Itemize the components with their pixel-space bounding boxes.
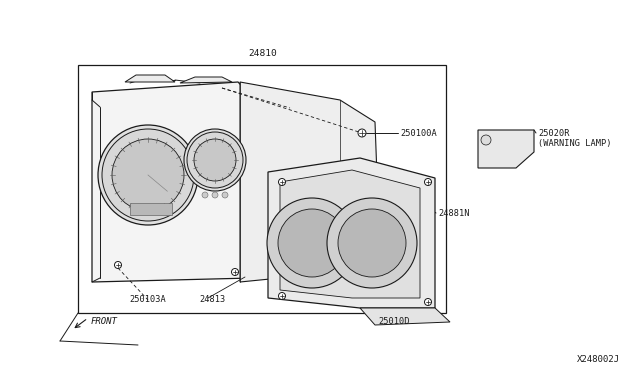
- Text: 250100A: 250100A: [400, 128, 436, 138]
- Circle shape: [318, 189, 326, 197]
- Circle shape: [267, 198, 357, 288]
- Polygon shape: [180, 77, 232, 83]
- Text: 24810: 24810: [248, 48, 277, 58]
- Circle shape: [222, 192, 228, 198]
- Circle shape: [98, 125, 198, 225]
- Circle shape: [232, 269, 239, 276]
- Circle shape: [298, 181, 306, 189]
- Text: 24881N: 24881N: [438, 208, 470, 218]
- Circle shape: [202, 192, 208, 198]
- Text: X248002J: X248002J: [577, 356, 620, 365]
- Text: 25010D: 25010D: [378, 317, 410, 326]
- Text: 250103A: 250103A: [130, 295, 166, 305]
- Polygon shape: [268, 158, 435, 308]
- Polygon shape: [360, 308, 450, 325]
- Polygon shape: [92, 82, 252, 282]
- Circle shape: [278, 292, 285, 299]
- Text: FRONT: FRONT: [91, 317, 118, 327]
- Bar: [130, 203, 172, 215]
- Circle shape: [481, 135, 491, 145]
- Circle shape: [115, 262, 122, 269]
- Text: 25020R: 25020R: [538, 128, 570, 138]
- Circle shape: [194, 139, 236, 181]
- Circle shape: [102, 129, 194, 221]
- Circle shape: [278, 209, 346, 277]
- Circle shape: [327, 198, 417, 288]
- Polygon shape: [478, 130, 534, 168]
- Polygon shape: [240, 82, 380, 282]
- Bar: [78, 65, 446, 313]
- Text: (WARNING LAMP): (WARNING LAMP): [538, 138, 611, 148]
- Circle shape: [212, 192, 218, 198]
- Circle shape: [184, 129, 246, 191]
- Circle shape: [338, 209, 406, 277]
- Polygon shape: [280, 170, 420, 298]
- Circle shape: [358, 129, 366, 137]
- Circle shape: [424, 298, 431, 305]
- Circle shape: [278, 179, 285, 186]
- Circle shape: [424, 179, 431, 186]
- Circle shape: [187, 132, 243, 188]
- Text: 24813: 24813: [200, 295, 226, 305]
- Polygon shape: [125, 75, 175, 82]
- Circle shape: [112, 139, 184, 211]
